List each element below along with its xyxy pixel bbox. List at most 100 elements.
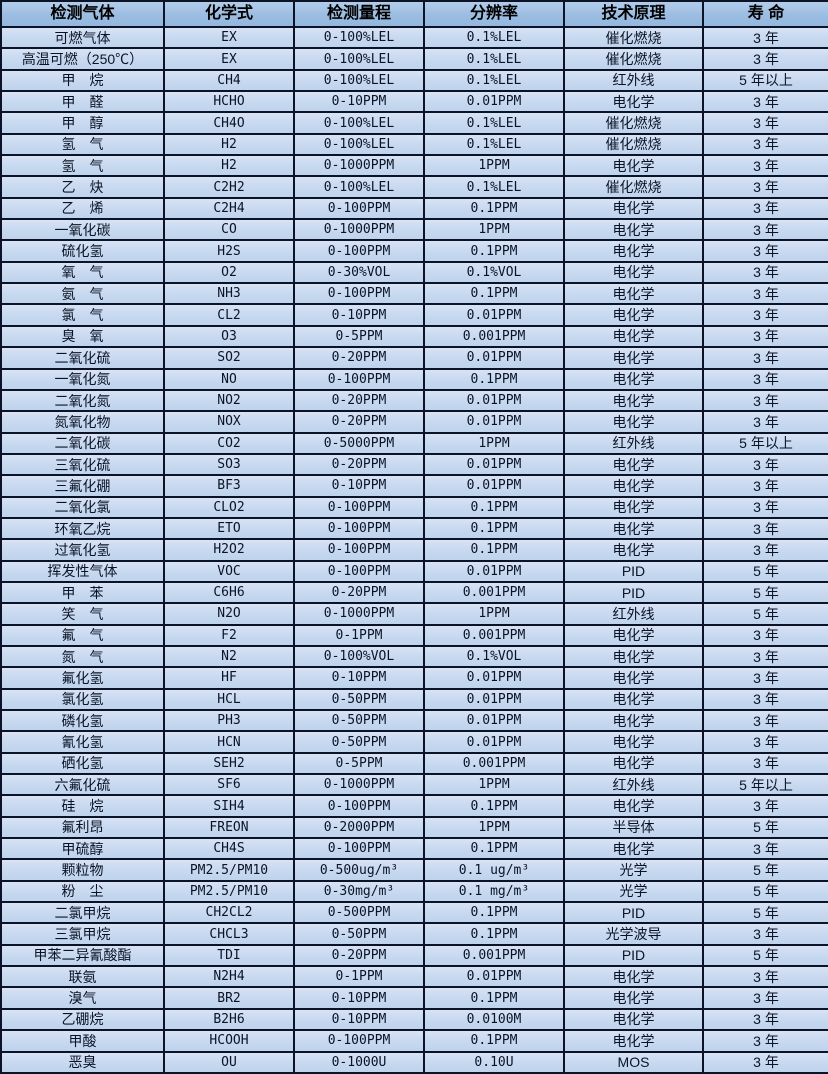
- detection-range-cell: 0-100%VOL: [293, 644, 425, 669]
- table-row: 甲 醛 HCHO 0-10PPM 0.01PPM 电化学 3 年: [0, 90, 828, 114]
- gas-name-cell: 六氟化硫: [0, 773, 165, 797]
- lifespan-cell: 3 年: [702, 687, 828, 712]
- chemical-formula-cell: OU: [163, 1050, 295, 1074]
- table-row: 高温可燃（250℃） EX 0-100%LEL 0.1%LEL 催化燃烧 3 年: [0, 47, 828, 71]
- table-row: 氯 气 CL2 0-10PPM 0.01PPM 电化学 3 年: [0, 303, 828, 327]
- technology-principle-cell: 电化学: [563, 367, 704, 391]
- chemical-formula-cell: C2H4: [163, 196, 295, 221]
- resolution-cell: 0.01PPM: [423, 346, 565, 370]
- chemical-formula-cell: CH4S: [163, 837, 295, 861]
- resolution-cell: 0.1PPM: [423, 516, 565, 541]
- gas-name-cell: 可燃气体: [0, 25, 165, 50]
- detection-range-cell: 0-10PPM: [293, 666, 425, 690]
- detection-range-cell: 0-50PPM: [293, 922, 425, 946]
- detection-range-cell: 0-20PPM: [293, 943, 425, 968]
- detection-range-cell: 0-100PPM: [293, 282, 425, 306]
- detection-range-cell: 0-100PPM: [293, 1029, 425, 1053]
- resolution-cell: 0.01PPM: [423, 410, 565, 434]
- lifespan-cell: 3 年: [702, 516, 828, 541]
- technology-principle-cell: 光学: [563, 879, 704, 904]
- column-header-detection-range: 检测量程: [293, 0, 425, 28]
- resolution-cell: 0.1%LEL: [423, 111, 565, 135]
- technology-principle-cell: 电化学: [563, 474, 704, 498]
- chemical-formula-cell: SEH2: [163, 751, 295, 776]
- table-row: 磷化氢 PH3 0-50PPM 0.01PPM 电化学 3 年: [0, 708, 828, 733]
- detection-range-cell: 0-100%LEL: [293, 175, 425, 199]
- gas-name-cell: 乙 烯: [0, 196, 165, 221]
- technology-principle-cell: 电化学: [563, 730, 704, 754]
- gas-name-cell: 二氧化硫: [0, 346, 165, 370]
- lifespan-cell: 3 年: [702, 708, 828, 733]
- resolution-cell: 0.1PPM: [423, 794, 565, 818]
- resolution-cell: 0.01PPM: [423, 666, 565, 690]
- technology-principle-cell: 电化学: [563, 538, 704, 562]
- chemical-formula-cell: CL2: [163, 303, 295, 327]
- detection-range-cell: 0-20PPM: [293, 410, 425, 434]
- detection-range-cell: 0-100%LEL: [293, 111, 425, 135]
- lifespan-cell: 3 年: [702, 730, 828, 754]
- table-row: 氟 气 F2 0-1PPM 0.001PPM 电化学 3 年: [0, 623, 828, 647]
- detection-range-cell: 0-10PPM: [293, 303, 425, 327]
- chemical-formula-cell: O2: [163, 260, 295, 285]
- chemical-formula-cell: ETO: [163, 516, 295, 541]
- resolution-cell: 0.1PPM: [423, 282, 565, 306]
- table-row: 二氧化氮 NO2 0-20PPM 0.01PPM 电化学 3 年: [0, 388, 828, 413]
- detection-range-cell: 0-100%LEL: [293, 25, 425, 50]
- resolution-cell: 0.1PPM: [423, 495, 565, 519]
- resolution-cell: 1PPM: [423, 815, 565, 840]
- resolution-cell: 0.1PPM: [423, 239, 565, 263]
- table-row: 硫化氢 H2S 0-100PPM 0.1PPM 电化学 3 年: [0, 239, 828, 263]
- table-row: 恶臭 OU 0-1000U 0.10U MOS 3 年: [0, 1050, 828, 1074]
- detection-range-cell: 0-100%LEL: [293, 132, 425, 157]
- chemical-formula-cell: N2H4: [163, 965, 295, 989]
- resolution-cell: 0.01PPM: [423, 687, 565, 712]
- gas-name-cell: 氟 气: [0, 623, 165, 647]
- table-row: 三氟化硼 BF3 0-10PPM 0.01PPM 电化学 3 年: [0, 474, 828, 498]
- resolution-cell: 0.1PPM: [423, 986, 565, 1010]
- technology-principle-cell: 电化学: [563, 794, 704, 818]
- resolution-cell: 1PPM: [423, 773, 565, 797]
- detection-range-cell: 0-100%LEL: [293, 68, 425, 93]
- resolution-cell: 0.01PPM: [423, 730, 565, 754]
- gas-name-cell: 氮 气: [0, 644, 165, 669]
- resolution-cell: 0.001PPM: [423, 623, 565, 647]
- gas-name-cell: 磷化氢: [0, 708, 165, 733]
- lifespan-cell: 5 年以上: [702, 431, 828, 455]
- technology-principle-cell: 电化学: [563, 218, 704, 242]
- table-row: 环氧乙烷 ETO 0-100PPM 0.1PPM 电化学 3 年: [0, 516, 828, 541]
- lifespan-cell: 5 年: [702, 580, 828, 605]
- technology-principle-cell: 电化学: [563, 751, 704, 776]
- chemical-formula-cell: CH2CL2: [163, 901, 295, 925]
- resolution-cell: 0.1 mg/m³: [423, 879, 565, 904]
- column-header-gas-name: 检测气体: [0, 0, 165, 28]
- chemical-formula-cell: NOX: [163, 410, 295, 434]
- lifespan-cell: 3 年: [702, 47, 828, 71]
- technology-principle-cell: 红外线: [563, 602, 704, 626]
- technology-principle-cell: 电化学: [563, 324, 704, 349]
- resolution-cell: 1PPM: [423, 602, 565, 626]
- gas-name-cell: 硒化氢: [0, 751, 165, 776]
- chemical-formula-cell: EX: [163, 47, 295, 71]
- technology-principle-cell: 电化学: [563, 346, 704, 370]
- detection-range-cell: 0-5000PPM: [293, 431, 425, 455]
- chemical-formula-cell: C2H2: [163, 175, 295, 199]
- lifespan-cell: 3 年: [702, 986, 828, 1010]
- lifespan-cell: 3 年: [702, 175, 828, 199]
- lifespan-cell: 3 年: [702, 474, 828, 498]
- gas-name-cell: 笑 气: [0, 602, 165, 626]
- detection-range-cell: 0-1000U: [293, 1050, 425, 1074]
- table-row: 笑 气 N2O 0-1000PPM 1PPM 红外线 5 年: [0, 602, 828, 626]
- table-row: 六氟化硫 SF6 0-1000PPM 1PPM 红外线 5 年以上: [0, 773, 828, 797]
- technology-principle-cell: 电化学: [563, 410, 704, 434]
- chemical-formula-cell: CLO2: [163, 495, 295, 519]
- chemical-formula-cell: EX: [163, 25, 295, 50]
- chemical-formula-cell: H2O2: [163, 538, 295, 562]
- technology-principle-cell: 电化学: [563, 965, 704, 989]
- chemical-formula-cell: N2: [163, 644, 295, 669]
- lifespan-cell: 3 年: [702, 623, 828, 647]
- resolution-cell: 0.001PPM: [423, 580, 565, 605]
- lifespan-cell: 5 年以上: [702, 68, 828, 93]
- table-row: 氟化氢 HF 0-10PPM 0.01PPM 电化学 3 年: [0, 666, 828, 690]
- technology-principle-cell: 红外线: [563, 773, 704, 797]
- technology-principle-cell: 电化学: [563, 90, 704, 114]
